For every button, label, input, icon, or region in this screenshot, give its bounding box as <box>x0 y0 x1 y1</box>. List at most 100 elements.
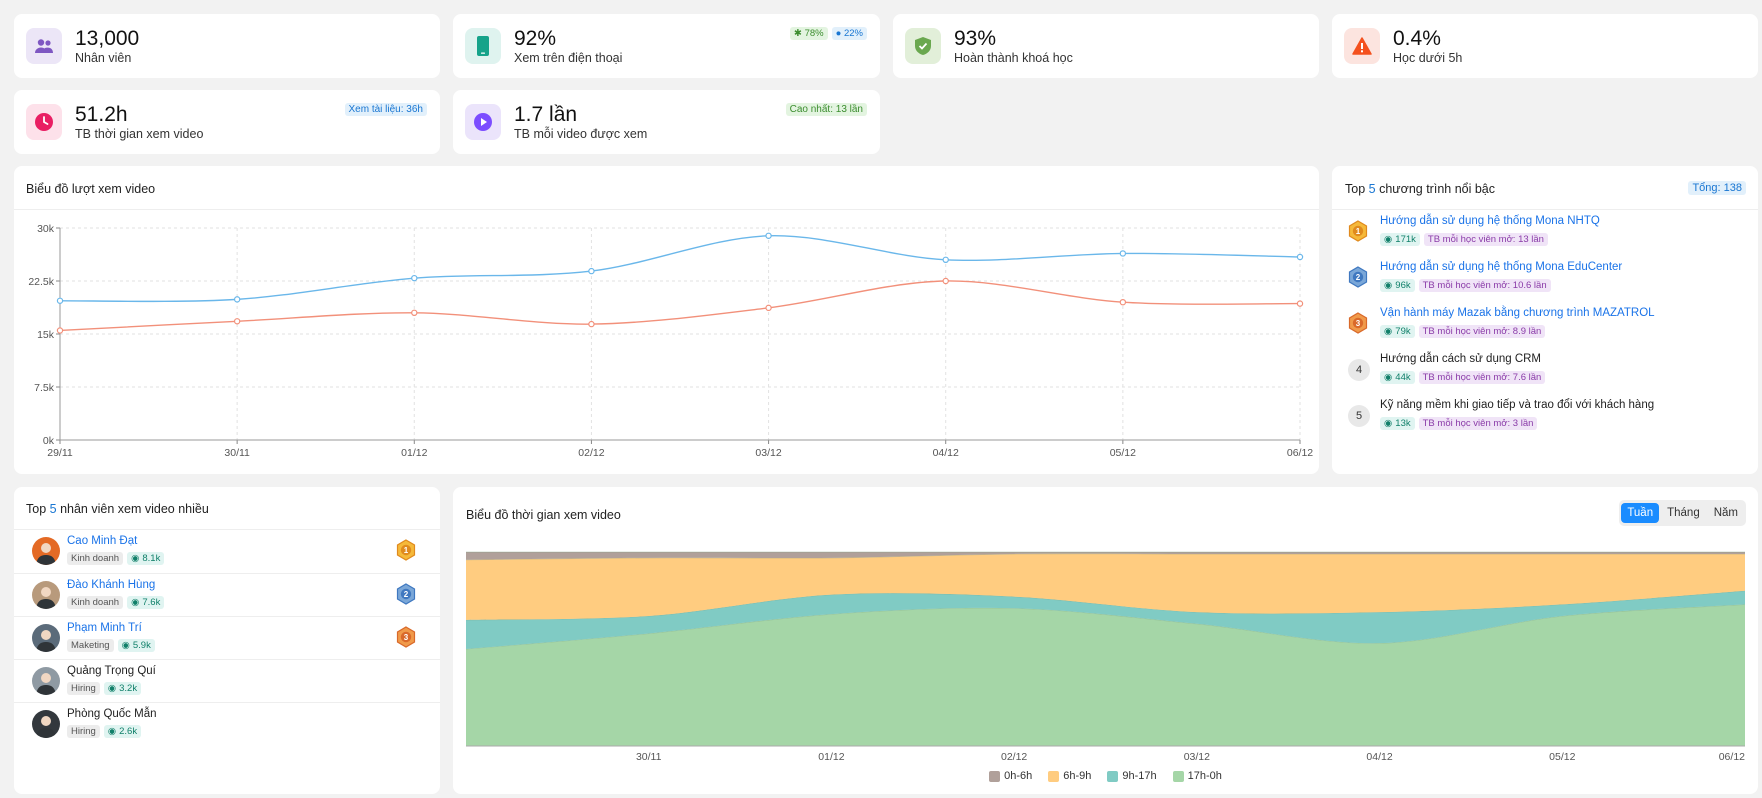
data-point[interactable] <box>233 318 241 325</box>
program-item[interactable]: 3 Vận hành máy Mazak bằng chương trình MA… <box>1346 307 1746 347</box>
x-tick-label: 05/12 <box>1549 751 1575 763</box>
stat-card-under-5h: 0.4% Học dưới 5h <box>1332 14 1758 78</box>
employee-row[interactable]: Phạm Minh Trí Maketing ◉ 5.9k 3 <box>14 616 440 659</box>
views-chip: ◉ 79k <box>1380 325 1415 338</box>
data-point[interactable] <box>942 277 949 285</box>
eye-icon: ◉ <box>131 597 140 608</box>
android-icon: ✱ <box>793 28 802 39</box>
x-tick-label: 29/11 <box>47 447 73 459</box>
stat-card-completion: 93% Hoàn thành khoá học <box>893 14 1319 78</box>
stat-label: Hoàn thành khoá học <box>954 50 1073 65</box>
eye-icon: ◉ <box>1384 280 1393 291</box>
stat-card-avg-views: 1.7 lần TB mỗi video được xem Cao nhất: … <box>453 90 880 154</box>
employee-row[interactable]: Đào Khánh Hùng Kinh doanh ◉ 7.6k 2 <box>14 573 440 616</box>
data-point[interactable] <box>1296 253 1304 261</box>
data-point[interactable] <box>588 320 595 328</box>
eye-icon: ◉ <box>131 553 140 564</box>
employee-row[interactable]: Phòng Quốc Mẫn Hiring ◉ 2.6k <box>14 702 440 745</box>
stat-label: Nhân viên <box>75 50 132 65</box>
data-point[interactable] <box>1119 298 1127 306</box>
medal-silver-icon: 2 <box>396 583 416 605</box>
top-employees-title: Top 5 nhân viên xem video nhiều <box>26 502 209 516</box>
program-item[interactable]: 2 Hướng dẫn sử dụng hệ thống Mona EduCent… <box>1346 261 1746 301</box>
legend-item[interactable]: 6h-9h <box>1048 770 1091 782</box>
views-chip: ◉ 2.6k <box>103 725 142 738</box>
series-line-0 <box>59 235 1301 303</box>
svg-text:1: 1 <box>404 546 409 555</box>
views-chip: ◉ 13k <box>1380 417 1415 430</box>
time-chart-card: Biểu đồ thời gian xem video Tuần Tháng N… <box>453 487 1758 794</box>
svg-text:1: 1 <box>1356 227 1361 236</box>
views-chip: ◉ 8.1k <box>127 552 165 565</box>
stat-label: TB thời gian xem video <box>75 126 204 141</box>
avg-open-chip: TB mỗi học viên mở: 13 lần <box>1423 233 1548 246</box>
employee-name[interactable]: Đào Khánh Hùng <box>67 579 156 591</box>
x-tick-label: 02/12 <box>578 447 604 459</box>
tab-year[interactable]: Năm <box>1713 507 1738 519</box>
medal-bronze-icon: 3 <box>396 626 416 648</box>
area-legend: 0h-6h 6h-9h 9h-17h 17h-0h <box>453 770 1758 782</box>
stat-value: 51.2h <box>75 102 128 126</box>
users-icon <box>26 28 62 64</box>
stat-value: 93% <box>954 26 997 50</box>
stat-card-avg-watch-time: 51.2h TB thời gian xem video Xem tài liệ… <box>14 90 440 154</box>
data-point[interactable] <box>233 296 241 303</box>
clock-icon <box>26 104 62 140</box>
program-item[interactable]: 5 Kỹ năng mềm khi giao tiếp và trao đổi v… <box>1346 399 1746 439</box>
series-line-1 <box>59 280 1301 332</box>
x-tick-label: 05/12 <box>1110 447 1136 459</box>
eye-icon: ◉ <box>121 640 130 651</box>
data-point[interactable] <box>765 232 772 239</box>
views-chip: ◉ 5.9k <box>117 639 155 652</box>
data-point[interactable] <box>1119 250 1127 257</box>
program-name[interactable]: Hướng dẫn sử dụng hệ thống Mona EduCente… <box>1380 261 1623 273</box>
legend-item[interactable]: 0h-6h <box>989 770 1032 782</box>
y-tick-label: 15k <box>37 329 55 341</box>
legend-swatch <box>1048 770 1060 782</box>
data-point[interactable] <box>56 297 64 304</box>
stat-value: 0.4% <box>1393 26 1441 50</box>
views-chip: ◉ 171k <box>1380 233 1420 246</box>
shield-check-icon <box>905 28 941 64</box>
x-tick-label: 04/12 <box>1366 751 1392 763</box>
x-tick-label: 06/12 <box>1719 751 1745 763</box>
max-views-badge: Cao nhất: 13 lần <box>785 103 867 116</box>
employee-name[interactable]: Cao Minh Đạt <box>67 535 138 547</box>
stat-value: 92% <box>514 26 557 50</box>
legend-item[interactable]: 9h-17h <box>1107 770 1157 782</box>
doc-time-badge: Xem tài liệu: 36h <box>344 103 427 116</box>
area-17h-0h <box>466 604 1745 746</box>
legend-swatch <box>989 770 1001 782</box>
employee-row[interactable]: Cao Minh Đạt Kinh doanh ◉ 8.1k 1 <box>14 530 440 573</box>
avatar <box>32 581 60 609</box>
data-point[interactable] <box>411 274 418 282</box>
program-item[interactable]: 4 Hướng dẫn cách sử dụng CRM ◉ 44k TB mỗi họ… <box>1346 353 1746 393</box>
tab-week[interactable]: Tuần <box>1621 503 1660 523</box>
data-point[interactable] <box>588 267 595 275</box>
y-tick-label: 7.5k <box>34 382 55 394</box>
program-item[interactable]: 1 Hướng dẫn sử dụng hệ thống Mona NHTQ ◉ 17… <box>1346 215 1746 255</box>
employee-name[interactable]: Phạm Minh Trí <box>67 622 142 634</box>
medal-gold-icon: 1 <box>396 539 416 561</box>
views-chart-card: Biểu đồ lượt xem video 0k 7.5k 15k 22.5k 30k… <box>14 166 1319 474</box>
employee-row[interactable]: Quảng Trọng Quí Hiring ◉ 3.2k <box>14 659 440 702</box>
stat-card-employees: 13,000 Nhân viên <box>14 14 440 78</box>
program-name[interactable]: Hướng dẫn sử dụng hệ thống Mona NHTQ <box>1380 215 1600 227</box>
views-chip: ◉ 7.6k <box>127 596 165 609</box>
eye-icon: ◉ <box>1384 372 1393 383</box>
data-point[interactable] <box>411 309 418 316</box>
rank-badge: 5 <box>1348 405 1370 427</box>
data-point[interactable] <box>765 304 772 312</box>
data-point[interactable] <box>56 327 64 334</box>
views-chart-title: Biểu đồ lượt xem video <box>26 182 156 196</box>
program-name[interactable]: Vận hành máy Mazak bằng chương trình MAZ… <box>1380 307 1655 319</box>
eye-icon: ◉ <box>107 726 117 737</box>
medal-bronze-icon: 3 <box>1348 312 1368 334</box>
y-tick-label: 22.5k <box>28 276 54 288</box>
department-chip: Hiring <box>67 725 100 738</box>
legend-item[interactable]: 17h-0h <box>1172 770 1222 782</box>
department-chip: Hiring <box>67 682 100 695</box>
data-point[interactable] <box>1296 300 1304 307</box>
data-point[interactable] <box>942 256 949 264</box>
tab-month[interactable]: Tháng <box>1667 507 1700 519</box>
